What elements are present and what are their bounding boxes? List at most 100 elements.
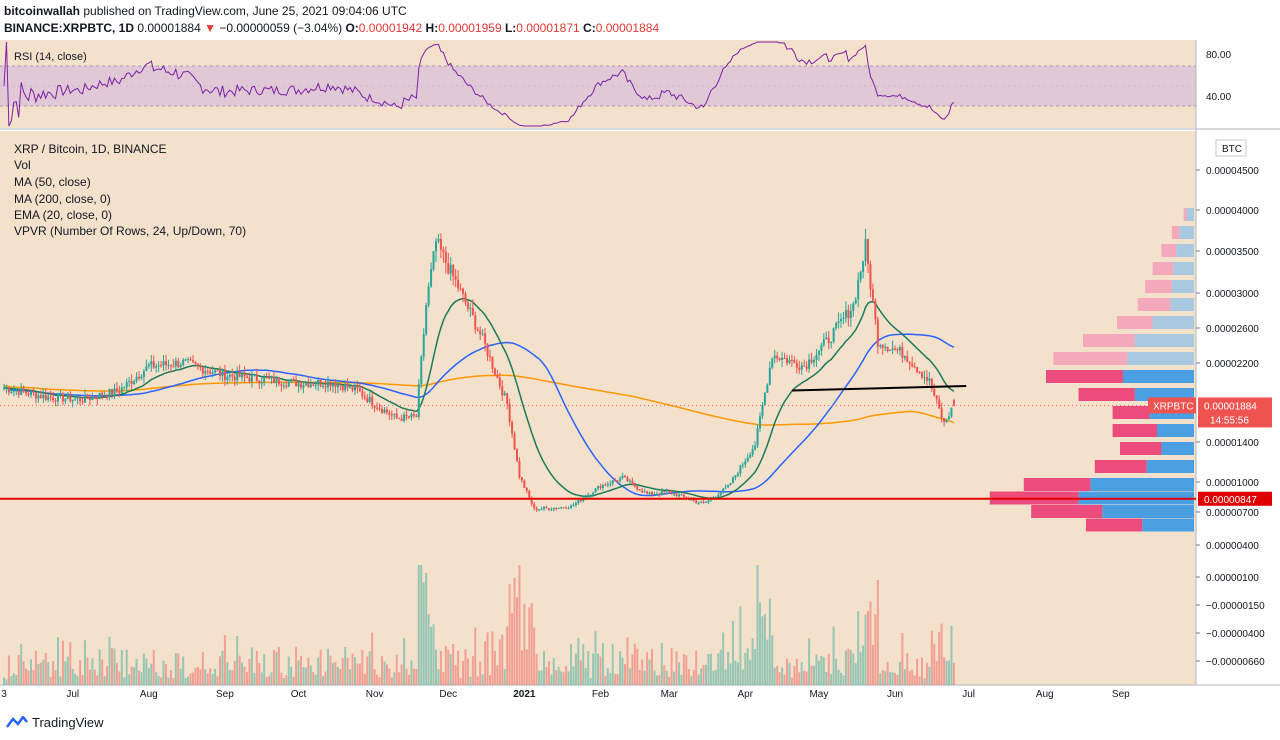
currency-box[interactable] (1215, 139, 1247, 157)
support-price-tag (1198, 491, 1272, 506)
volume-bar (339, 669, 342, 685)
candle-body (884, 346, 887, 348)
volume-bar (76, 675, 79, 685)
candle-body (133, 381, 136, 384)
volume-bar (381, 656, 383, 685)
volume-bar (886, 661, 889, 685)
volume-bar (565, 666, 568, 685)
volume-bar (322, 676, 325, 685)
volume-bar (471, 655, 474, 685)
legend-vpvr[interactable]: VPVR (Number Of Rows, 24, Up/Down, 70) (14, 224, 247, 238)
chart-canvas[interactable]: RSI (14, close) 80.00 40.00 0.000045000.… (0, 40, 1280, 707)
legend-ma50[interactable]: MA (50, close) (14, 175, 91, 189)
candle-body (439, 238, 442, 250)
candle-body (832, 328, 835, 342)
candle-body (354, 385, 356, 391)
candle-body (493, 368, 496, 375)
vp-down-bar (1046, 370, 1123, 383)
volume-bar (25, 668, 28, 685)
candle-body (204, 371, 207, 374)
volume-bar (145, 658, 148, 685)
footer: TradingView (0, 707, 1280, 740)
volume-bar (582, 643, 585, 685)
candle-body (594, 488, 597, 493)
volume-bar (825, 671, 828, 685)
candle-body (525, 487, 528, 491)
candle-body (871, 289, 874, 301)
candle-body (395, 413, 398, 419)
candle-body (825, 337, 828, 340)
volume-bar (182, 656, 185, 685)
candle-body (452, 264, 455, 277)
candle-body (592, 492, 595, 495)
volume-bar (464, 649, 467, 685)
volume-bar (545, 667, 548, 685)
candle-body (96, 398, 99, 400)
volume-bar (489, 675, 491, 685)
candle-body (611, 480, 614, 484)
candle-body (398, 418, 401, 420)
volume-bar (916, 658, 919, 685)
vp-up-bar (1134, 334, 1194, 347)
candle-body (898, 347, 901, 351)
volume-bar (275, 651, 278, 685)
candle-body (444, 251, 447, 263)
brand-name[interactable]: TradingView (32, 715, 104, 730)
volume-bar (165, 664, 167, 685)
volume-bar (169, 670, 172, 685)
volume-bar (837, 669, 840, 685)
volume-bar (911, 669, 914, 685)
candle-body (587, 494, 590, 498)
volume-bar (221, 650, 224, 685)
volume-bar (268, 675, 271, 685)
volume-bar (304, 667, 307, 685)
volume-bar (466, 658, 469, 685)
candle-body (30, 391, 32, 396)
author-name[interactable]: bitcoinwallah (4, 4, 81, 18)
candle-body (916, 367, 919, 373)
volume-bar (655, 675, 658, 685)
candle-body (798, 367, 801, 370)
volume-bar (125, 649, 128, 685)
candle-body (329, 381, 332, 387)
volume-bar (668, 676, 671, 685)
candle-body (727, 484, 730, 488)
candle-body (246, 376, 248, 378)
volume-bar (491, 631, 494, 685)
symbol-label[interactable]: BINANCE:XRPBTC, 1D (4, 21, 135, 35)
volume-bar (849, 650, 852, 685)
candle-body (685, 496, 688, 499)
legend-ema20[interactable]: EMA (20, close, 0) (14, 208, 113, 222)
candle-body (648, 491, 651, 494)
volume-bar (574, 653, 577, 685)
candle-body (236, 371, 239, 381)
volume-bar (776, 665, 779, 685)
volume-bar (415, 668, 418, 685)
volume-bar (373, 669, 376, 685)
volume-bar (734, 660, 737, 685)
legend-vol[interactable]: Vol (14, 158, 31, 172)
legend-title[interactable]: XRP / Bitcoin, 1D, BINANCE (14, 142, 167, 156)
price-tick-label: −0.00000660 (1206, 657, 1265, 668)
rsi-line (3, 41, 955, 127)
tradingview-logo-icon (6, 716, 28, 728)
candle-body (719, 492, 722, 496)
volume-bar (744, 652, 747, 685)
candle-body (108, 389, 111, 398)
volume-bar (196, 667, 199, 685)
price-tick-label: 0.00003500 (1206, 247, 1259, 258)
volume-bar (621, 657, 624, 685)
volume-bar (341, 658, 344, 685)
price-pane[interactable] (0, 131, 1196, 685)
legend-ma200[interactable]: MA (200, close, 0) (14, 192, 111, 206)
volume-bar (808, 638, 811, 685)
candle-body (319, 379, 322, 387)
time-tick-label: 2021 (513, 689, 536, 700)
candle-body (64, 398, 67, 402)
price-tick-label: 0.00002600 (1206, 324, 1259, 335)
candle-body (879, 345, 882, 347)
vp-down-bar (1083, 334, 1135, 347)
volume-bar (788, 662, 791, 685)
candle-body (560, 507, 563, 509)
candle-body (57, 393, 59, 402)
